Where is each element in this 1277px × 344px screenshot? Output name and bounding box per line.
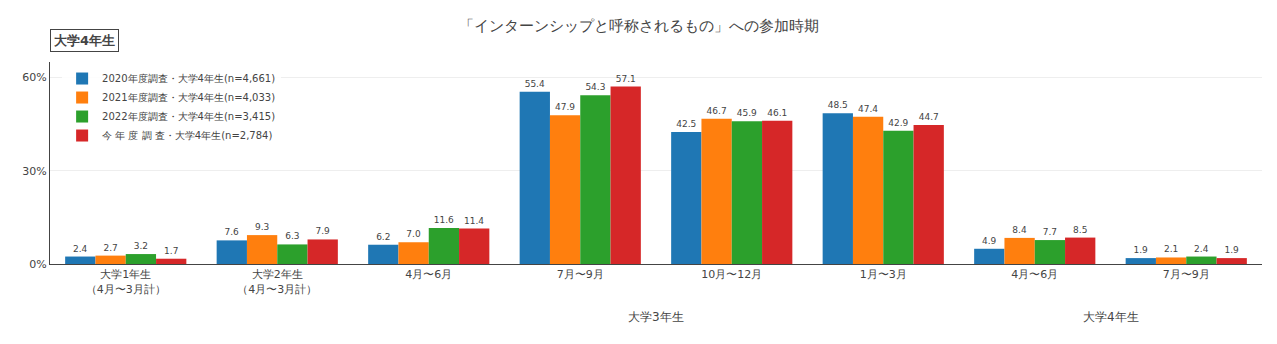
svg-text:1.7: 1.7: [164, 246, 178, 256]
svg-text:7.9: 7.9: [315, 226, 330, 236]
svg-text:大学3年生: 大学3年生: [628, 310, 684, 324]
svg-text:4月〜6月: 4月〜6月: [405, 268, 452, 281]
svg-text:44.7: 44.7: [919, 112, 939, 122]
svg-text:9.3: 9.3: [255, 222, 269, 232]
svg-text:2022年度調査・大学4年生(n=3,415): 2022年度調査・大学4年生(n=3,415): [102, 111, 275, 122]
svg-text:46.1: 46.1: [767, 108, 787, 118]
svg-text:7.0: 7.0: [406, 229, 421, 239]
svg-text:47.9: 47.9: [555, 102, 575, 112]
svg-text:8.4: 8.4: [1012, 225, 1027, 235]
svg-text:42.9: 42.9: [888, 118, 908, 128]
svg-text:45.9: 45.9: [737, 108, 757, 118]
svg-text:大学1年生（4月〜3月計）: 大学1年生（4月〜3月計）: [86, 268, 166, 295]
svg-text:57.1: 57.1: [616, 74, 636, 84]
svg-text:42.5: 42.5: [676, 119, 696, 129]
svg-text:「インターンシップと呼称されるもの」への参加時期: 「インターンシップと呼称されるもの」への参加時期: [459, 17, 819, 35]
svg-text:11.6: 11.6: [434, 215, 454, 225]
svg-text:11.4: 11.4: [464, 216, 484, 226]
svg-text:1.9: 1.9: [1224, 245, 1239, 255]
svg-text:54.3: 54.3: [585, 82, 605, 92]
svg-text:47.4: 47.4: [858, 104, 878, 114]
svg-text:6.3: 6.3: [285, 231, 299, 241]
svg-text:今 年 度 調 査・大学4年生(n=2,784): 今 年 度 調 査・大学4年生(n=2,784): [102, 130, 272, 141]
svg-text:10月〜12月: 10月〜12月: [701, 268, 762, 281]
svg-text:7.6: 7.6: [225, 227, 240, 237]
svg-text:0%: 0%: [29, 258, 46, 271]
svg-text:55.4: 55.4: [525, 79, 545, 89]
svg-text:大学4年生: 大学4年生: [54, 33, 115, 48]
svg-text:4月〜6月: 4月〜6月: [1011, 268, 1058, 281]
svg-text:1月〜3月: 1月〜3月: [860, 268, 907, 281]
svg-text:2.7: 2.7: [103, 243, 117, 253]
svg-text:2020年度調査・大学4年生(n=4,661): 2020年度調査・大学4年生(n=4,661): [102, 73, 275, 84]
svg-text:3.2: 3.2: [134, 241, 148, 251]
svg-text:48.5: 48.5: [828, 100, 848, 110]
svg-text:7月〜9月: 7月〜9月: [1163, 268, 1210, 281]
svg-text:46.7: 46.7: [707, 106, 727, 116]
svg-text:7月〜9月: 7月〜9月: [557, 268, 604, 281]
svg-text:2.4: 2.4: [73, 244, 88, 254]
svg-text:2021年度調査・大学4年生(n=4,033): 2021年度調査・大学4年生(n=4,033): [102, 92, 275, 103]
svg-text:6.2: 6.2: [376, 232, 390, 242]
svg-text:2.4: 2.4: [1194, 244, 1209, 254]
svg-text:大学2年生（4月〜3月計）: 大学2年生（4月〜3月計）: [237, 268, 317, 295]
svg-text:2.1: 2.1: [1164, 244, 1178, 254]
svg-text:30%: 30%: [22, 165, 46, 178]
svg-text:1.9: 1.9: [1134, 245, 1149, 255]
svg-text:4.9: 4.9: [982, 236, 997, 246]
svg-text:60%: 60%: [22, 71, 46, 84]
svg-text:8.5: 8.5: [1073, 225, 1087, 235]
svg-text:7.7: 7.7: [1043, 227, 1057, 237]
svg-text:大学4年生: 大学4年生: [1083, 310, 1139, 324]
